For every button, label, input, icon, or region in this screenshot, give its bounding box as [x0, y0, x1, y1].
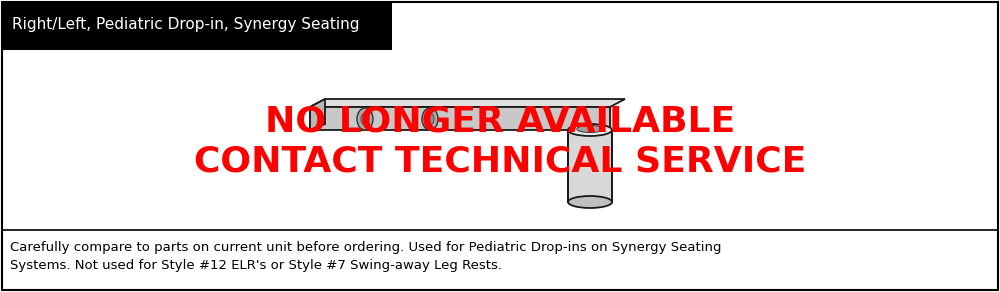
- Ellipse shape: [568, 196, 612, 208]
- Ellipse shape: [568, 124, 612, 136]
- Ellipse shape: [426, 113, 434, 125]
- Text: CONTACT TECHNICAL SERVICE: CONTACT TECHNICAL SERVICE: [194, 145, 806, 179]
- Ellipse shape: [577, 126, 603, 133]
- Bar: [568, 105, 612, 132]
- Polygon shape: [310, 99, 625, 107]
- Text: Right/Left, Pediatric Drop-in, Synergy Seating: Right/Left, Pediatric Drop-in, Synergy S…: [12, 18, 360, 32]
- Ellipse shape: [357, 108, 373, 130]
- Polygon shape: [310, 107, 610, 130]
- Bar: [2, 2, 392, 50]
- Polygon shape: [310, 99, 325, 130]
- Bar: [568, 130, 612, 202]
- Ellipse shape: [422, 108, 438, 130]
- Ellipse shape: [361, 113, 369, 125]
- Text: NO LONGER AVAILABLE: NO LONGER AVAILABLE: [265, 105, 735, 139]
- Text: Carefully compare to parts on current unit before ordering. Used for Pediatric D: Carefully compare to parts on current un…: [10, 241, 722, 272]
